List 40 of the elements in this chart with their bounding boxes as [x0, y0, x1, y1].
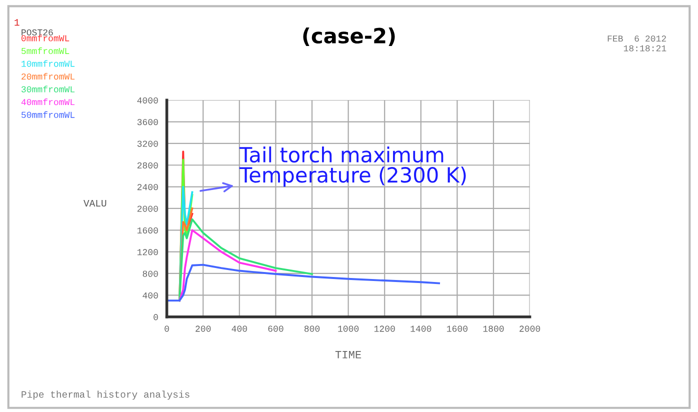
- text: 20mmfromWL: [22, 72, 75, 80]
- x-tick-label: 2000: [520, 326, 540, 332]
- text: 5mmfromWL: [22, 47, 70, 54]
- x-tick-label: 1000: [338, 326, 359, 332]
- x-axis-title: TIME: [335, 350, 362, 358]
- y-tick-label: 4000: [137, 97, 158, 104]
- text: 30mmfromWL: [22, 86, 75, 92]
- text: 10mmfromWL: [22, 60, 75, 67]
- text: 40mmfromWL: [21, 98, 75, 106]
- x-tick-label: 1400: [410, 326, 432, 332]
- y-axis-title: VALU: [84, 200, 106, 207]
- x-tick-label: 1200: [374, 326, 395, 332]
- line-series: [178, 218, 313, 302]
- x-tick-label: 600: [268, 326, 284, 332]
- x-tick-label: 1600: [447, 326, 468, 332]
- x-tick-label: 200: [196, 326, 211, 332]
- text: 50mmfromWL: [22, 111, 75, 118]
- x-tick-label: 400: [232, 326, 247, 332]
- x-tick-label: 0: [164, 326, 169, 332]
- y-tick-label: 0: [154, 314, 158, 320]
- y-tick-label: 3200: [137, 140, 158, 147]
- annotation: Tail torch maximum Temperature (2300 K): [239, 146, 466, 187]
- x-tick-label: 1800: [483, 326, 504, 332]
- line-series: [178, 229, 277, 302]
- text: 0mmfromWL: [21, 34, 70, 42]
- y-tick-label: 2400: [137, 184, 158, 190]
- y-tick-label: 800: [142, 270, 158, 277]
- y-tick-label: 2000: [137, 206, 158, 212]
- y-tick-label: 1600: [137, 227, 158, 234]
- y-tick-label: 1200: [137, 249, 158, 256]
- text: FEB 6 2012 18:18:21: [608, 36, 666, 52]
- chart-title: (case-2): [303, 27, 395, 46]
- text: 1: [14, 19, 20, 26]
- text: POST26: [22, 29, 53, 36]
- y-tick-label: 400: [142, 292, 158, 299]
- line-series: [166, 264, 440, 302]
- text: Pipe thermal history analysis: [22, 390, 190, 400]
- y-tick-label: 2800: [137, 162, 158, 168]
- y-tick-label: 3600: [137, 119, 158, 126]
- x-tick-label: 800: [304, 326, 320, 332]
